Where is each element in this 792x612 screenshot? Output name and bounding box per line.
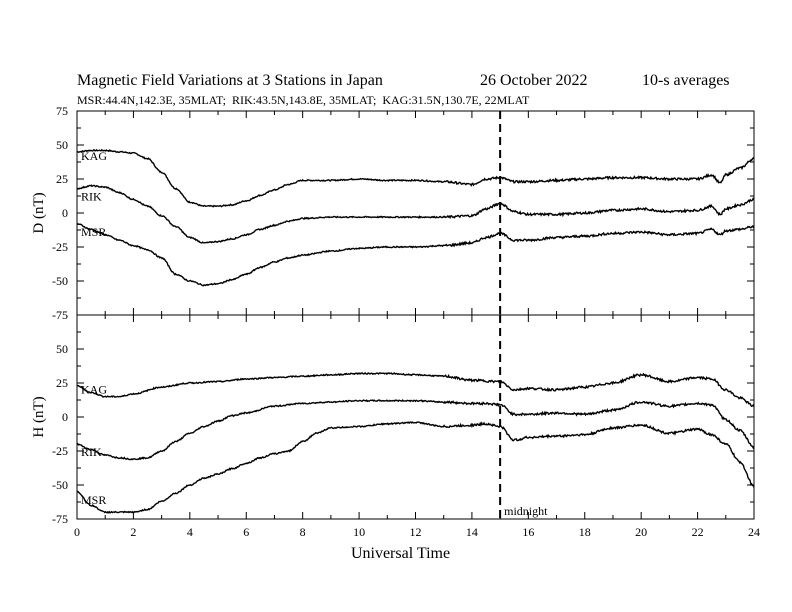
y-tick-label: -25 <box>52 240 68 254</box>
averaging-label: 10-s averages <box>642 72 730 89</box>
series-label-msr: MSR <box>81 493 106 507</box>
x-tick-label: 22 <box>692 525 704 539</box>
series-label-kag: KAG <box>81 383 107 397</box>
x-tick-label: 4 <box>187 525 193 539</box>
x-tick-label: 0 <box>74 525 80 539</box>
series-label-msr: MSR <box>81 225 106 239</box>
series-line-kag <box>76 371 755 408</box>
x-tick-label: 10 <box>353 525 365 539</box>
chart-title: Magnetic Field Variations at 3 Stations … <box>77 72 383 89</box>
x-tick-label: 6 <box>243 525 249 539</box>
y-tick-label: 0 <box>62 206 68 220</box>
x-tick-label: 8 <box>300 525 306 539</box>
y-tick-label: -50 <box>52 478 68 492</box>
series-label-rik: RIK <box>81 445 102 459</box>
x-tick-label: 14 <box>466 525 478 539</box>
y-tick-label: 0 <box>62 410 68 424</box>
series-line-msr <box>76 421 755 514</box>
series-label-rik: RIK <box>81 190 102 204</box>
y-tick-label: 75 <box>56 104 68 118</box>
series-line-rik <box>76 184 755 244</box>
x-tick-label: 20 <box>635 525 647 539</box>
plot-frame-2 <box>76 314 755 520</box>
series-line-msr <box>76 223 755 287</box>
y-tick-label: 50 <box>56 138 68 152</box>
y-tick-label: 50 <box>56 342 68 356</box>
x-tick-label: 12 <box>410 525 422 539</box>
y-tick-label: -25 <box>52 444 68 458</box>
plot-frame-1 <box>76 110 755 316</box>
x-axis-label: Universal Time <box>351 545 450 562</box>
y-axis-label: H (nT) <box>31 396 47 437</box>
series-line-kag <box>76 148 755 208</box>
y-tick-label: -50 <box>52 274 68 288</box>
station-info: MSR:44.4N,142.3E, 35MLAT; RIK:43.5N,143.… <box>77 93 530 107</box>
y-tick-label: 25 <box>56 376 68 390</box>
x-tick-label: 18 <box>579 525 591 539</box>
y-tick-label: -75 <box>52 512 68 526</box>
x-tick-label: 2 <box>130 525 136 539</box>
chart-date: 26 October 2022 <box>480 72 588 89</box>
y-axis-label: D (nT) <box>31 192 47 233</box>
midnight-label: midnight <box>504 504 548 518</box>
series-label-kag: KAG <box>81 149 107 163</box>
y-tick-label: -75 <box>52 308 68 322</box>
x-tick-label: 24 <box>748 525 760 539</box>
x-tick-label: 16 <box>522 525 534 539</box>
y-tick-label: 25 <box>56 172 68 186</box>
series-line-rik <box>76 398 755 461</box>
